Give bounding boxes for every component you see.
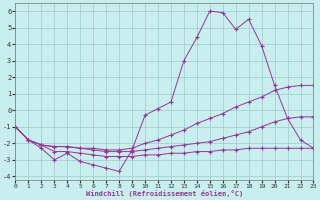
X-axis label: Windchill (Refroidissement éolien,°C): Windchill (Refroidissement éolien,°C) <box>86 190 243 197</box>
